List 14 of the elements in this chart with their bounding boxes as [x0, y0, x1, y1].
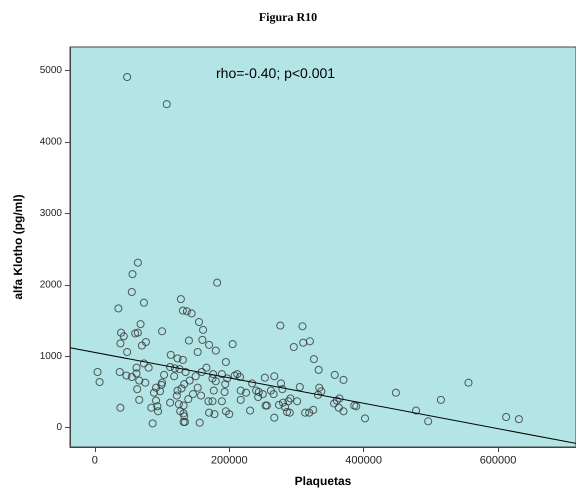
annotation: rho=-0.40; p<0.001	[216, 65, 336, 81]
y-tick-label: 4000	[40, 136, 62, 148]
y-tick-label: 5000	[40, 65, 62, 76]
y-tick-label: 3000	[40, 208, 62, 219]
x-tick-label: 200000	[210, 454, 248, 466]
y-tick-label: 2000	[40, 279, 62, 290]
y-tick-label: 1000	[40, 350, 62, 362]
x-axis-title: Plaquetas	[294, 474, 352, 488]
chart-title: Figura R10	[258, 10, 318, 24]
x-tick-label: 400000	[345, 454, 382, 466]
x-tick-label: 0	[92, 454, 98, 466]
y-axis-title: alfa Klotho (pg/ml)	[11, 194, 25, 300]
x-tick-label: 600000	[480, 454, 516, 466]
y-tick-label: 0	[56, 422, 62, 434]
